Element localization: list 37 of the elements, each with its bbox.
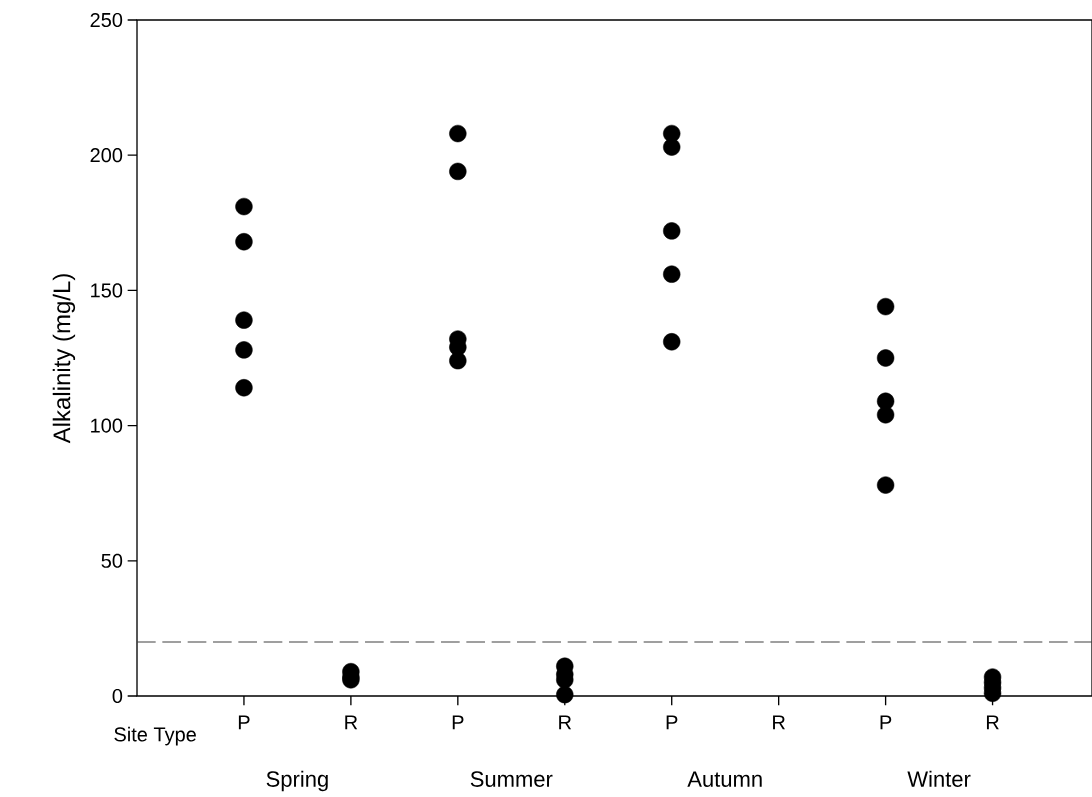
y-tick-label: 100 — [91, 418, 123, 433]
point — [235, 233, 253, 251]
y-tick-label: 50 — [101, 553, 123, 568]
point — [449, 352, 467, 370]
point — [876, 406, 895, 424]
text: Spring — [266, 770, 328, 792]
y-tick-label: 250 — [90, 12, 123, 28]
y-tick-label: 150 — [91, 283, 123, 298]
point — [235, 379, 253, 397]
x-tick-label: P — [880, 715, 892, 730]
x-tick-label: R — [345, 715, 358, 730]
point — [449, 124, 467, 143]
point — [235, 197, 253, 216]
point — [663, 222, 681, 240]
x-tick-label: R — [559, 715, 572, 730]
y-tick-label: 200 — [90, 148, 123, 163]
text: Summer — [470, 771, 553, 787]
text: Autumn — [687, 771, 762, 787]
x-tick-label: P — [452, 715, 464, 730]
x-tick-label: R — [773, 715, 785, 730]
x-tick-label: R — [986, 715, 999, 730]
point — [663, 333, 681, 351]
point — [876, 297, 895, 316]
x-axis-title: Site Type — [114, 726, 196, 746]
point — [235, 311, 253, 329]
point — [663, 138, 681, 156]
y-axis-title: Alkalinity (mg/L) — [52, 274, 76, 444]
point — [449, 162, 467, 181]
x-tick-label: P — [238, 715, 250, 730]
point — [235, 341, 253, 359]
point — [556, 685, 574, 704]
y-tick-label: 0 — [112, 688, 123, 704]
x-tick-label: P — [666, 715, 678, 730]
point — [876, 349, 895, 367]
point — [663, 265, 681, 283]
point — [876, 476, 895, 494]
text: Winter — [907, 770, 971, 787]
